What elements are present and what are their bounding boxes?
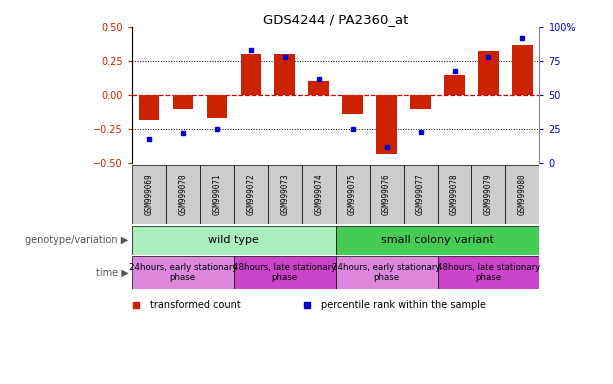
Text: GSM999075: GSM999075 [348,174,357,215]
Bar [275,54,295,95]
Bar [506,165,539,224]
Bar [302,165,336,224]
Text: transformed count: transformed count [150,300,241,310]
Bar [268,165,302,224]
Text: GSM999069: GSM999069 [144,174,153,215]
Bar [478,51,499,95]
Text: percentile rank within the sample: percentile rank within the sample [321,300,486,310]
Bar [403,165,438,224]
Text: GSM999071: GSM999071 [212,174,221,215]
Text: GSM999080: GSM999080 [518,174,527,215]
Text: 48hours, late stationary
phase: 48hours, late stationary phase [233,263,337,282]
Bar [234,165,268,224]
Text: 24hours, early stationary
phase: 24hours, early stationary phase [129,263,237,282]
Bar [173,95,193,109]
Bar [200,165,234,224]
Bar [512,45,533,95]
Text: GSM999078: GSM999078 [450,174,459,215]
Bar [166,165,200,224]
Text: time ▶: time ▶ [96,267,129,278]
Bar [132,256,234,289]
Text: wild type: wild type [208,235,259,245]
Text: GSM999077: GSM999077 [416,174,425,215]
Bar [207,95,227,118]
Bar [471,165,506,224]
Text: GSM999072: GSM999072 [246,174,255,215]
Text: GSM999079: GSM999079 [484,174,493,215]
Bar [234,256,336,289]
Bar [132,165,166,224]
Text: 48hours, late stationary
phase: 48hours, late stationary phase [437,263,540,282]
Bar [308,81,329,95]
Bar [343,95,363,114]
Text: 24hours, early stationary
phase: 24hours, early stationary phase [332,263,441,282]
Bar [444,74,465,95]
Text: genotype/variation ▶: genotype/variation ▶ [26,235,129,245]
Bar [370,165,403,224]
Bar [410,95,431,109]
Title: GDS4244 / PA2360_at: GDS4244 / PA2360_at [263,13,408,26]
Bar [336,226,539,255]
Bar [438,165,471,224]
Text: small colony variant: small colony variant [381,235,494,245]
Text: GSM999074: GSM999074 [314,174,323,215]
Bar [336,256,438,289]
Text: GSM999073: GSM999073 [280,174,289,215]
Bar [240,54,261,95]
Bar [376,95,397,154]
Bar [438,256,539,289]
Bar [132,226,336,255]
Text: GSM999070: GSM999070 [178,174,187,215]
Bar [139,95,159,119]
Text: GSM999076: GSM999076 [382,174,391,215]
Bar [336,165,370,224]
